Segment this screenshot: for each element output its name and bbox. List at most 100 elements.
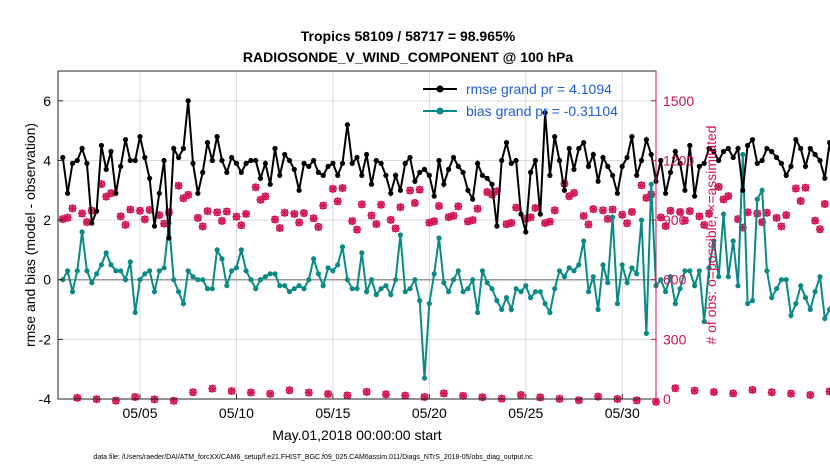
legend-rmse-marker — [436, 85, 444, 93]
bias-point — [499, 306, 505, 313]
y-tick-label: 0 — [43, 272, 51, 288]
y-right-tick-label: 1200 — [663, 152, 694, 168]
bias-point — [320, 283, 326, 289]
obs-assimilated-marker — [242, 209, 251, 218]
rmse-point — [373, 157, 379, 164]
obs-assimilated-marker — [271, 215, 280, 224]
obs-assimilated-marker — [140, 215, 149, 224]
obs-assimilated-marker — [213, 208, 222, 217]
rmse-point — [682, 187, 688, 193]
obs-assimilated-marker — [169, 396, 178, 405]
rmse-point — [89, 220, 95, 226]
rmse-point — [658, 157, 664, 164]
bias-point — [354, 286, 360, 292]
bias-point — [364, 289, 370, 295]
data-file-footer: data file: /Users/raeder/DAI/ATM_forcXX/… — [93, 454, 533, 461]
y-right-tick-label: 900 — [663, 212, 687, 228]
bias-point — [788, 312, 794, 319]
obs-assimilated-marker — [227, 387, 236, 396]
rmse-point — [161, 157, 167, 164]
rmse-point — [634, 172, 640, 178]
obs-assimilated-marker — [748, 385, 757, 394]
y-tick-label: 2 — [43, 212, 51, 228]
obs-assimilated-marker — [589, 205, 598, 214]
obs-assimilated-marker — [275, 224, 284, 233]
rmse-point — [788, 163, 794, 169]
bias-point — [359, 250, 365, 256]
x-tick-label: 05/20 — [412, 405, 447, 421]
rmse-point — [590, 151, 596, 158]
bias-point — [122, 277, 129, 283]
bias-point — [204, 286, 211, 292]
rmse-point — [209, 157, 215, 164]
bias-point — [812, 289, 818, 295]
obs-assimilated-marker — [237, 221, 246, 230]
bias-point — [508, 306, 514, 313]
obs-assimilated-marker — [695, 212, 704, 221]
bias-point — [528, 295, 534, 301]
obs-assimilated-marker — [63, 213, 72, 222]
bias-point — [147, 268, 153, 274]
obs-assimilated-marker — [333, 197, 342, 206]
rmse-point — [127, 157, 133, 164]
bias-point — [455, 268, 461, 274]
obs-assimilated-marker — [719, 195, 728, 204]
rmse-point — [571, 166, 577, 172]
rmse-point — [576, 145, 582, 152]
bias-point — [484, 280, 490, 286]
rmse-point — [171, 145, 177, 152]
rmse-point — [687, 142, 693, 149]
obs-assimilated-marker — [261, 192, 270, 201]
bias-point — [185, 268, 191, 274]
rmse-point — [98, 142, 104, 149]
obs-assimilated-marker — [415, 185, 424, 194]
obs-assimilated-marker — [246, 388, 255, 397]
obs-assimilated-marker — [314, 222, 323, 231]
rmse-point — [706, 145, 712, 152]
rmse-point — [798, 145, 804, 152]
bias-point — [494, 298, 500, 304]
rmse-point — [600, 154, 606, 161]
rmse-point — [383, 172, 389, 178]
bias-point — [272, 271, 278, 277]
bias-point — [503, 295, 510, 301]
obs-assimilated-marker — [796, 197, 805, 206]
bias-point — [720, 211, 727, 217]
obs-assimilated-marker — [367, 211, 376, 220]
bias-point — [614, 301, 621, 307]
bias-point — [802, 295, 809, 301]
bias-point — [69, 289, 76, 295]
obs-assimilated-marker — [488, 190, 497, 199]
obs-assimilated-marker — [507, 218, 516, 227]
rmse-point — [672, 148, 678, 155]
obs-assimilated-marker — [203, 207, 212, 216]
bias-point — [156, 268, 162, 274]
obs-assimilated-marker — [116, 212, 125, 221]
bias-point — [233, 265, 239, 271]
rmse-point — [648, 151, 654, 158]
bias-point — [195, 277, 201, 283]
obs-assimilated-marker — [353, 225, 361, 234]
rmse-point — [195, 190, 201, 196]
rmse-point — [610, 172, 616, 178]
rmse-point — [556, 157, 563, 164]
obs-assimilated-marker — [425, 218, 434, 227]
bias-point — [658, 277, 664, 283]
rmse-point — [200, 169, 206, 175]
obs-assimilated-marker — [762, 208, 771, 217]
obs-assimilated-marker — [690, 386, 699, 395]
rmse-point — [257, 175, 264, 181]
bias-point — [585, 289, 592, 295]
obs-assimilated-marker — [295, 218, 304, 227]
obs-assimilated-marker — [680, 216, 689, 225]
rmse-point — [446, 166, 452, 172]
bias-point — [648, 181, 654, 187]
bias-point — [696, 268, 703, 274]
rmse-point — [142, 154, 148, 161]
rmse-point — [224, 169, 230, 175]
rmse-point — [537, 211, 543, 217]
rmse-point — [147, 175, 153, 181]
rmse-point — [320, 172, 326, 178]
rmse-point — [508, 160, 514, 166]
bias-point — [547, 309, 553, 316]
